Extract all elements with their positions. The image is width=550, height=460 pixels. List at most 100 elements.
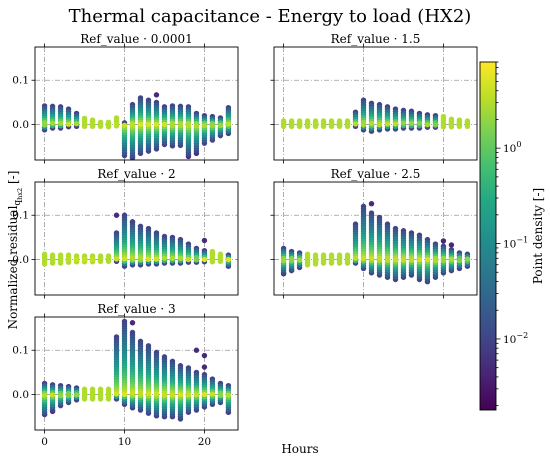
scatter-points [280, 97, 471, 134]
panel-3: 0.0 0.1 Ref_value · 2 [12, 167, 239, 299]
scatter-point [113, 115, 120, 121]
scatter-point [73, 392, 80, 398]
x-tick-label: 10 [118, 436, 131, 448]
scatter-point [137, 254, 144, 261]
scatter-point [57, 392, 64, 399]
scatter-point [400, 120, 407, 126]
scatter-point [105, 119, 112, 126]
panel-title: Ref_value · 1.5 [331, 32, 421, 46]
y-axis-label-subsub: hx2 [16, 188, 24, 200]
scatter-point [153, 391, 160, 397]
scatter-point [193, 257, 200, 263]
panel-frame [34, 181, 239, 296]
scatter-point [201, 391, 208, 398]
scatter-point [185, 123, 192, 129]
scatter-point [201, 352, 208, 359]
scatter-point [368, 255, 375, 262]
panel-frame [34, 46, 239, 161]
scatter-point [408, 120, 415, 126]
scatter-point [217, 122, 224, 129]
scatter-points [41, 92, 232, 160]
scatter-point [49, 252, 56, 258]
panel-4: Ref_value · 2.5 [270, 167, 478, 299]
panel-1: 0.0 0.1 Ref_value · 0.0001 [12, 32, 239, 164]
scatter-point [368, 201, 375, 207]
scatter-point [169, 392, 176, 398]
scatter-point [376, 122, 383, 128]
scatter-point [440, 113, 447, 120]
scatter-point [185, 392, 192, 398]
scatter-point [424, 122, 431, 128]
y-tick-label: 0.0 [12, 254, 29, 266]
scatter-point [105, 386, 112, 392]
scatter-point [121, 256, 128, 262]
scatter-point [65, 390, 72, 397]
scatter-point [432, 122, 439, 128]
scatter-point [456, 117, 463, 123]
scatter-point [161, 121, 168, 128]
scatter-point [73, 256, 80, 263]
panel-2: Ref_value · 1.5 [270, 32, 478, 164]
scatter-point [129, 320, 136, 326]
scatter-point [57, 120, 64, 127]
scatter-point [137, 390, 144, 396]
scatter-point [360, 255, 367, 262]
y-tick-label: 0.1 [12, 345, 29, 357]
scatter-point [145, 391, 152, 397]
scatter-point [153, 92, 160, 98]
scatter-point [81, 256, 88, 263]
y-tick-label: 0.0 [12, 389, 29, 401]
panel-frame [273, 181, 478, 296]
panel-frame [34, 316, 239, 431]
scatter-point [113, 121, 120, 127]
scatter-point [336, 252, 343, 258]
scatter-points [280, 201, 471, 285]
scatter-point [304, 251, 311, 257]
y-axis-label-sub: q [13, 200, 23, 206]
scatter-point [456, 257, 463, 264]
scatter-point [41, 251, 48, 257]
scatter-point [280, 118, 287, 124]
scatter-point [73, 121, 80, 127]
scatter-point [328, 252, 335, 258]
scatter-point [97, 253, 104, 259]
scatter-point [384, 121, 391, 127]
scatter-point [280, 257, 287, 264]
scatter-point [65, 121, 72, 127]
scatter-point [440, 238, 447, 244]
scatter-point [193, 123, 200, 129]
scatter-point [49, 392, 56, 398]
scatter-point [312, 252, 319, 258]
scatter-point [201, 364, 208, 370]
scatter-point [193, 347, 200, 353]
scatter-point [464, 118, 471, 124]
scatter-point [193, 392, 200, 398]
y-tick-label: 0.1 [12, 210, 29, 222]
scatter-point [336, 118, 343, 124]
scatter-point [296, 257, 303, 263]
scatter-point [448, 242, 455, 248]
scatter-point [320, 252, 327, 258]
scatter-point [89, 386, 96, 392]
scatter-point [177, 255, 184, 262]
scatter-point [153, 121, 160, 128]
scatter-point [201, 122, 208, 129]
scatter-point [65, 256, 72, 263]
scatter-point [137, 121, 144, 128]
scatter-point [320, 118, 327, 124]
scatter-point [161, 255, 168, 261]
scatter-point [145, 256, 152, 262]
scatter-point [217, 251, 224, 257]
scatter-point [464, 256, 471, 262]
scatter-point [145, 121, 152, 128]
scatter-point [288, 118, 295, 124]
scatter-point [113, 256, 120, 262]
scatter-point [296, 118, 303, 124]
scatter-point [113, 391, 120, 397]
scatter-point [376, 255, 383, 261]
scatter-point [97, 119, 104, 126]
scatter-point [448, 116, 455, 122]
scatter-point [344, 118, 351, 124]
scatter-point [81, 386, 88, 392]
